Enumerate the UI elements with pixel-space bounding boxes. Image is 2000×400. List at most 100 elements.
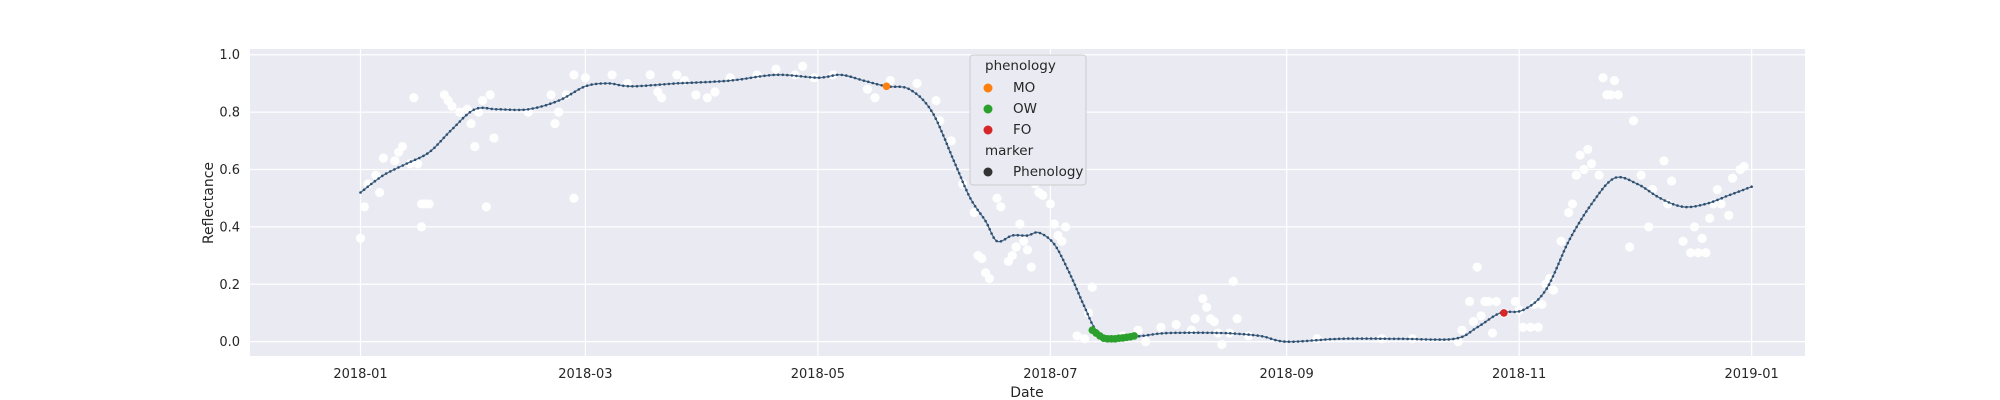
fit-curve bbox=[359, 73, 1753, 344]
observation-point bbox=[580, 73, 590, 83]
observation-point bbox=[1171, 319, 1181, 330]
fit-dot bbox=[976, 208, 979, 212]
fit-dot bbox=[1513, 310, 1516, 314]
observation-point bbox=[1689, 222, 1700, 232]
fit-dot bbox=[1337, 337, 1341, 341]
fit-dot bbox=[1065, 266, 1069, 270]
legend-phenology-title: phenology bbox=[985, 58, 1056, 74]
fit-dot bbox=[1468, 330, 1472, 334]
fit-dot bbox=[749, 76, 753, 80]
fit-dot bbox=[862, 79, 866, 82]
observation-point bbox=[477, 96, 488, 106]
fit-dot bbox=[1086, 312, 1089, 316]
y-tick-label: 1.0 bbox=[219, 48, 240, 63]
fit-dot bbox=[1484, 320, 1487, 324]
fit-dot bbox=[1698, 204, 1702, 207]
fit-dot bbox=[1142, 334, 1145, 338]
legend-ow-label: OW bbox=[1013, 101, 1037, 117]
observation-point bbox=[1586, 159, 1597, 169]
observation-point bbox=[1686, 248, 1696, 258]
fit-dot bbox=[1007, 235, 1011, 239]
observation-point bbox=[1072, 331, 1082, 341]
fit-dot bbox=[667, 82, 671, 86]
phenology-points bbox=[882, 82, 1508, 343]
fit-dot bbox=[370, 182, 373, 186]
fit-dot bbox=[835, 73, 839, 77]
fit-dot bbox=[1224, 331, 1228, 335]
observation-point bbox=[1045, 199, 1055, 209]
observation-point bbox=[1468, 316, 1479, 327]
observation-point bbox=[1712, 184, 1722, 195]
observation-point bbox=[1564, 207, 1574, 218]
fit-dot bbox=[1073, 283, 1077, 287]
fit-dot bbox=[626, 84, 630, 88]
fit-dot bbox=[1287, 340, 1291, 344]
fit-dot bbox=[954, 163, 957, 167]
fit-dot bbox=[553, 100, 556, 104]
observation-point bbox=[481, 202, 491, 212]
fit-dot bbox=[1187, 331, 1191, 335]
fit-dot bbox=[359, 191, 362, 194]
fit-dot bbox=[608, 82, 612, 85]
fit-dot bbox=[772, 73, 775, 77]
observation-point bbox=[1583, 144, 1593, 155]
fit-dot bbox=[799, 75, 803, 78]
observation-point bbox=[1663, 199, 1673, 209]
fit-dot bbox=[445, 133, 449, 136]
fit-dot bbox=[1508, 310, 1512, 314]
observation-point bbox=[424, 199, 434, 209]
fit-dot bbox=[517, 108, 521, 112]
observation-point bbox=[1724, 210, 1734, 221]
observation-point bbox=[546, 90, 556, 100]
observation-point bbox=[1190, 314, 1200, 324]
observation-point bbox=[489, 133, 499, 143]
fit-dot bbox=[1342, 337, 1345, 341]
fit-dot bbox=[1082, 304, 1086, 308]
fit-dot bbox=[1369, 337, 1373, 340]
fit-dot bbox=[384, 172, 388, 175]
fit-dot bbox=[1192, 331, 1196, 335]
observation-point bbox=[363, 179, 373, 189]
observation-point bbox=[969, 207, 979, 218]
fit-dot bbox=[426, 152, 429, 155]
observation-point bbox=[554, 107, 564, 117]
fit-dot bbox=[1016, 233, 1020, 237]
y-tick-labels: 0.0 0.2 0.4 0.6 0.8 1.0 bbox=[219, 48, 240, 350]
fit-dot bbox=[1640, 184, 1643, 188]
observation-point bbox=[413, 159, 423, 169]
fit-dot bbox=[1614, 176, 1618, 179]
legend: phenology MO OW FO marker Phenology bbox=[969, 54, 1087, 186]
fit-dot bbox=[1607, 181, 1610, 184]
fit-dot bbox=[676, 82, 680, 85]
x-tick-label: 2018-11 bbox=[1492, 367, 1546, 382]
fit-dot bbox=[455, 123, 458, 127]
fit-dot bbox=[1075, 287, 1078, 291]
fit-dot bbox=[754, 75, 757, 79]
fit-dot bbox=[973, 204, 977, 208]
observation-point bbox=[1625, 242, 1635, 252]
observation-point bbox=[1232, 314, 1242, 324]
observation-point bbox=[1525, 322, 1536, 332]
fit-dot bbox=[1030, 233, 1033, 236]
fit-dot bbox=[1256, 334, 1259, 337]
observation-point bbox=[1061, 222, 1071, 232]
observation-point bbox=[1491, 296, 1501, 307]
fit-dot bbox=[405, 162, 409, 165]
fit-dot bbox=[1522, 308, 1525, 312]
fit-dot bbox=[932, 113, 935, 116]
observation-point bbox=[798, 61, 808, 71]
fit-dot bbox=[934, 117, 938, 120]
fit-dot bbox=[685, 81, 689, 85]
observation-point bbox=[359, 202, 369, 212]
observation-point bbox=[466, 118, 476, 129]
fit-dot bbox=[893, 85, 897, 88]
fit-dot bbox=[740, 77, 744, 81]
fit-dot bbox=[1526, 306, 1529, 310]
fit-dot bbox=[1038, 231, 1042, 235]
observation-point bbox=[1049, 219, 1059, 229]
fit-dot bbox=[413, 158, 417, 162]
fit-dot bbox=[565, 95, 569, 98]
x-tick-label: 2018-01 bbox=[333, 367, 387, 382]
fit-dot bbox=[713, 80, 716, 83]
